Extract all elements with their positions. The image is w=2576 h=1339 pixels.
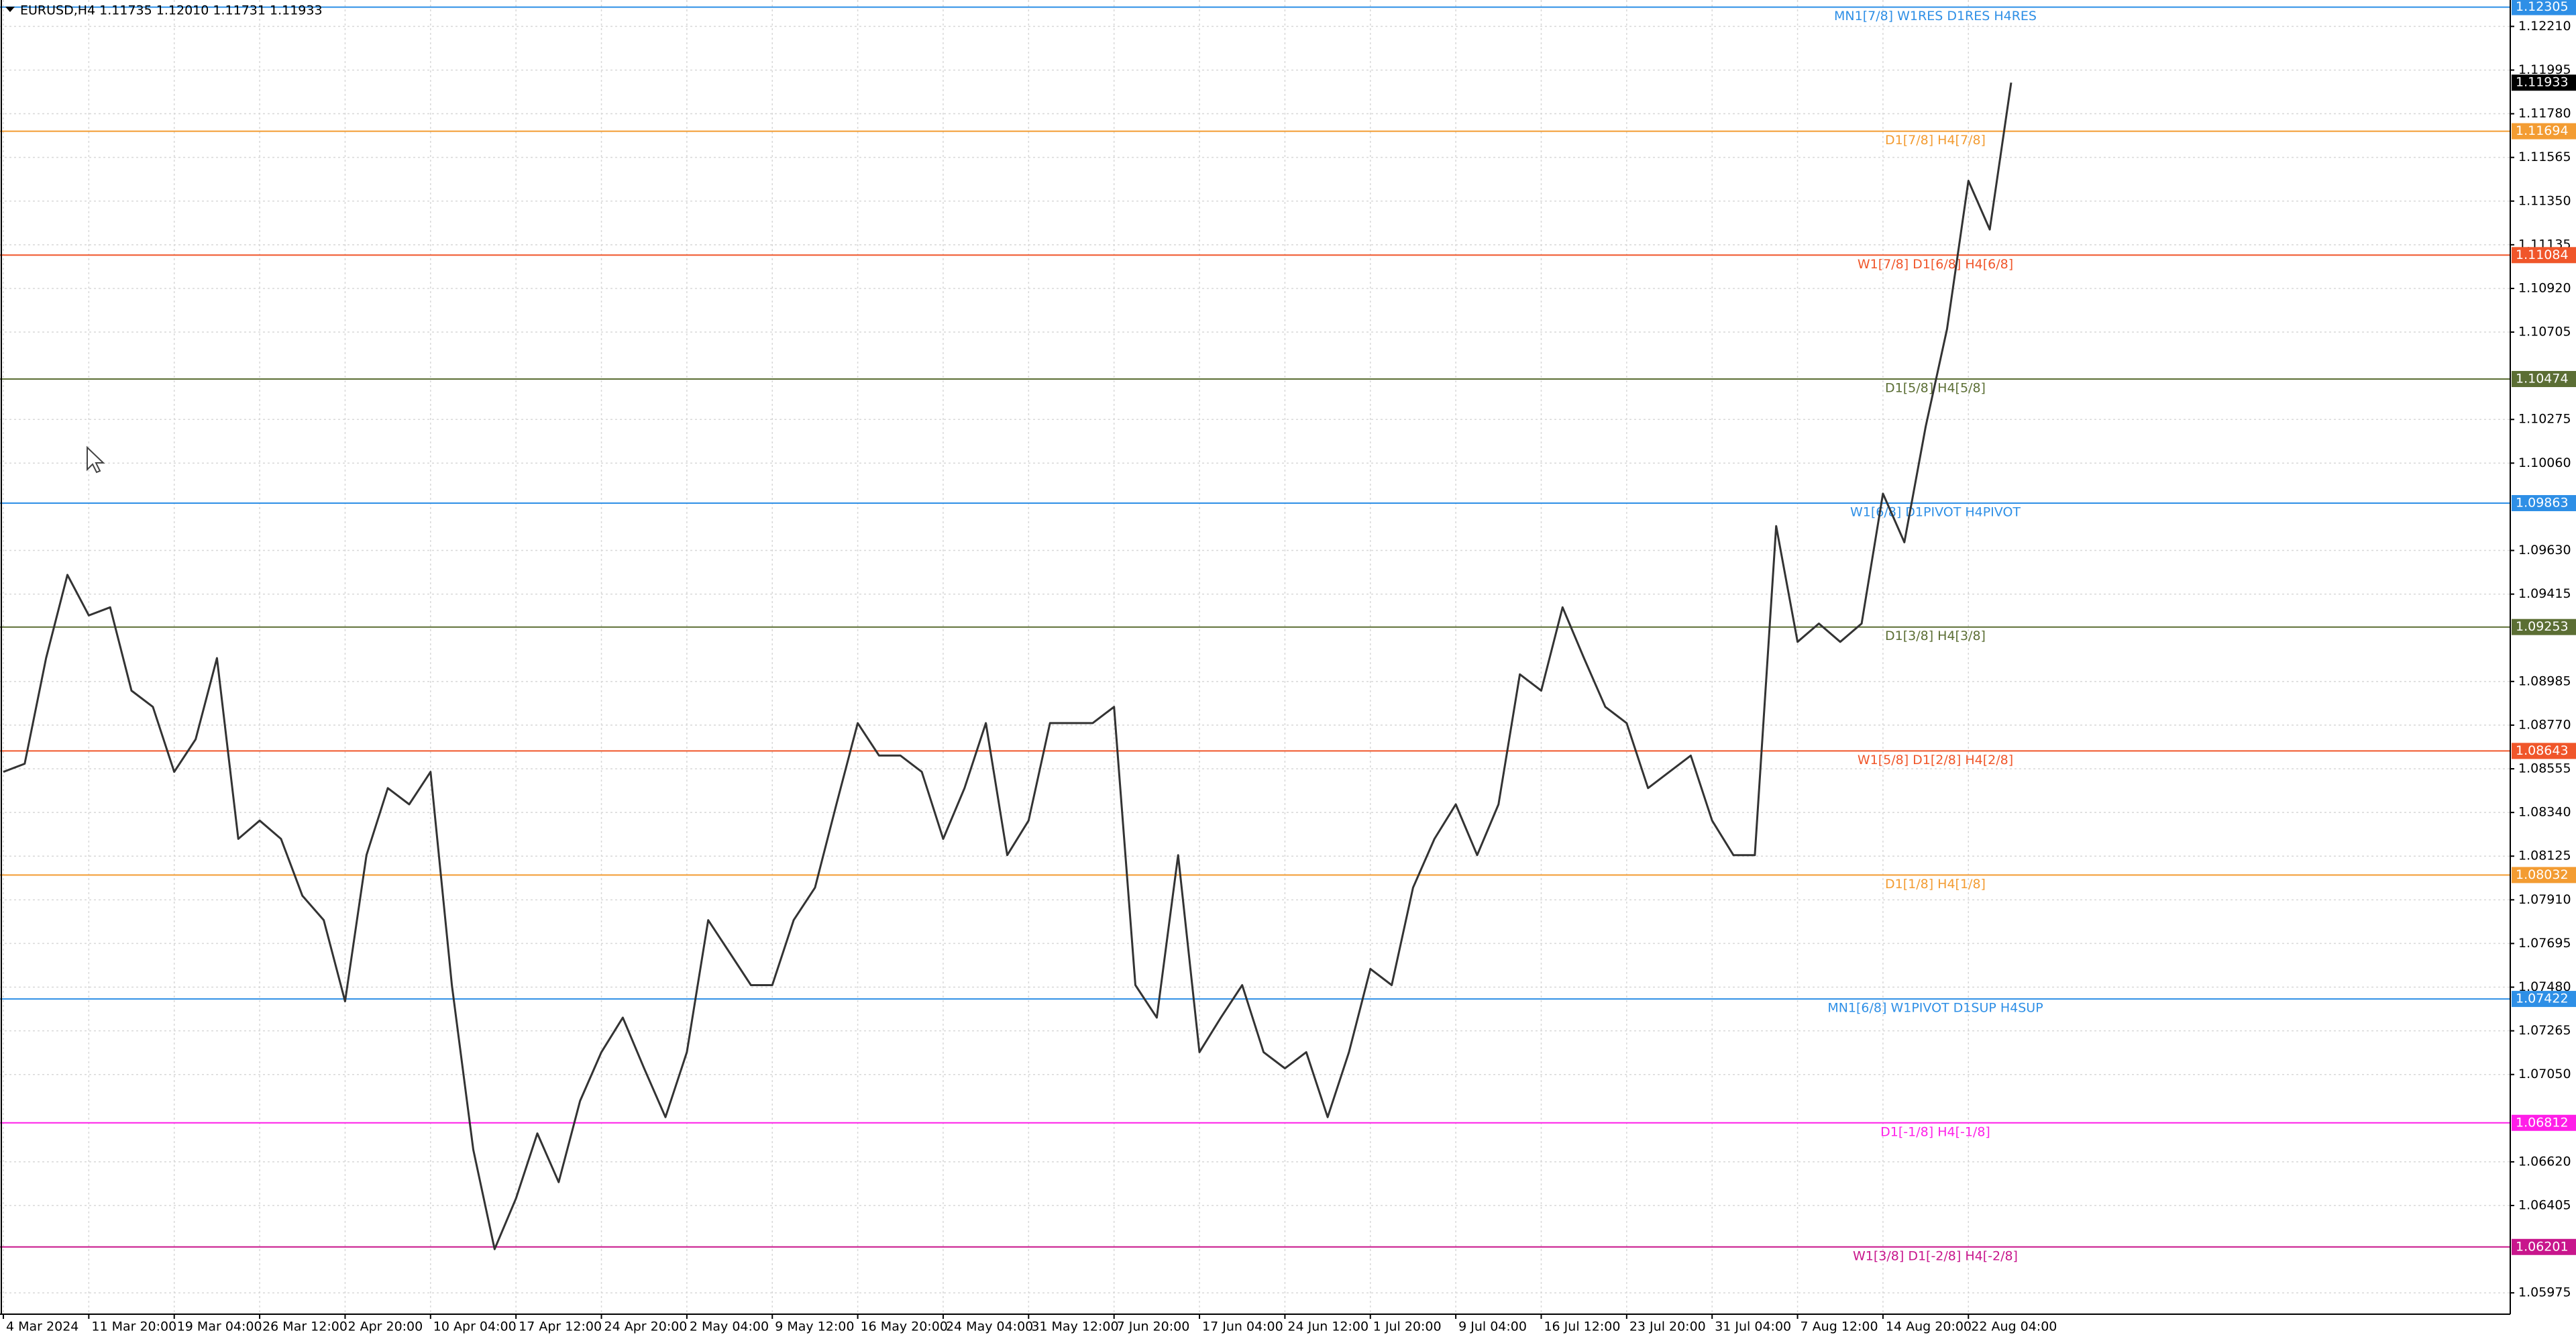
y-tick-label: 1.11995 — [2518, 62, 2571, 77]
price-tag-label: 1.06812 — [2516, 1115, 2569, 1130]
x-tick-label: 24 May 04:00 — [946, 1320, 1033, 1334]
price-tag — [2512, 991, 2576, 1008]
x-tick-label: 1 Jul 20:00 — [1373, 1320, 1442, 1334]
price-tag-label: 1.06201 — [2516, 1239, 2569, 1254]
level-label: D1[1/8] H4[1/8] — [1885, 877, 1986, 892]
x-tick-label: 17 Jun 04:00 — [1202, 1320, 1283, 1334]
axis: 1.122101.119951.117801.115651.113501.111… — [3, 0, 2576, 1334]
x-tick-label: 26 Mar 12:00 — [262, 1320, 347, 1334]
level-label: D1[-1/8] H4[-1/8] — [1880, 1124, 1990, 1139]
y-tick-label: 1.11780 — [2518, 106, 2571, 121]
price-tag-label: 1.11933 — [2516, 75, 2569, 90]
y-tick-label: 1.06620 — [2518, 1154, 2571, 1169]
y-tick-label: 1.08770 — [2518, 717, 2571, 732]
y-tick-label: 1.10275 — [2518, 412, 2571, 427]
x-tick-label: 7 Aug 12:00 — [1801, 1320, 1878, 1334]
price-tag — [2512, 743, 2576, 759]
price-tag-label: 1.09253 — [2516, 619, 2569, 634]
level-label: W1[3/8] D1[-2/8] H4[-2/8] — [1853, 1248, 2018, 1263]
price-tag-label: 1.08643 — [2516, 743, 2569, 758]
y-tick-label: 1.07050 — [2518, 1067, 2571, 1081]
price-tag-label: 1.11694 — [2516, 123, 2569, 138]
x-tick-label: 17 Apr 12:00 — [519, 1320, 602, 1334]
level-label: D1[5/8] H4[5/8] — [1885, 380, 1986, 395]
x-tick-label: 10 Apr 04:00 — [433, 1320, 517, 1334]
level-label: W1[6/8] D1PIVOT H4PIVOT — [1850, 504, 2021, 519]
price-tag-label: 1.09863 — [2516, 495, 2569, 510]
price-tag-label: 1.10474 — [2516, 371, 2569, 386]
menu-arrow[interactable] — [5, 7, 15, 12]
price-tag — [2512, 123, 2576, 140]
y-tick-label: 1.11350 — [2518, 193, 2571, 208]
y-tick-label: 1.08340 — [2518, 805, 2571, 820]
y-tick-label: 1.11565 — [2518, 150, 2571, 164]
x-tick-label: 31 May 12:00 — [1031, 1320, 1118, 1334]
y-tick-label: 1.09415 — [2518, 586, 2571, 601]
x-tick-label: 9 Jul 04:00 — [1458, 1320, 1527, 1334]
y-tick-label: 1.12210 — [2518, 19, 2571, 34]
x-tick-label: 7 Jun 20:00 — [1117, 1320, 1190, 1334]
x-tick-label: 4 Mar 2024 — [6, 1320, 78, 1334]
level-label: D1[7/8] H4[7/8] — [1885, 133, 1986, 148]
price-tag — [2512, 1114, 2576, 1131]
y-tick-label: 1.07265 — [2518, 1023, 2571, 1038]
x-tick-label: 11 Mar 20:00 — [91, 1320, 176, 1334]
y-tick-label: 1.10060 — [2518, 456, 2571, 470]
price-line — [3, 82, 2012, 1250]
y-tick-label: 1.07480 — [2518, 979, 2571, 994]
y-tick-label: 1.10705 — [2518, 325, 2571, 339]
y-tick-label: 1.07910 — [2518, 892, 2571, 907]
level-label: D1[3/8] H4[3/8] — [1885, 629, 1986, 643]
y-tick-label: 1.05975 — [2518, 1285, 2571, 1300]
x-tick-label: 19 Mar 04:00 — [177, 1320, 262, 1334]
price-tag — [2512, 247, 2576, 264]
y-tick-label: 1.07695 — [2518, 936, 2571, 951]
y-tick-label: 1.06405 — [2518, 1198, 2571, 1213]
price-tag — [2512, 619, 2576, 635]
level-label: MN1[6/8] W1PIVOT D1SUP H4SUP — [1827, 1001, 2043, 1016]
price-tag — [2512, 494, 2576, 511]
y-tick-label: 1.09630 — [2518, 543, 2571, 557]
x-tick-label: 23 Jul 20:00 — [1629, 1320, 1706, 1334]
y-tick-label: 1.08125 — [2518, 849, 2571, 863]
price-tag — [2512, 1238, 2576, 1255]
price-tag — [2512, 0, 2576, 15]
chart-title: EURUSD,H4 1.11735 1.12010 1.11731 1.1193… — [20, 3, 323, 18]
price-tag — [2512, 370, 2576, 387]
y-tick-label: 1.08985 — [2518, 674, 2571, 688]
x-tick-label: 31 Jul 04:00 — [1715, 1320, 1791, 1334]
y-tick-label: 1.10920 — [2518, 280, 2571, 295]
grid — [0, 0, 2510, 1314]
x-tick-label: 22 Aug 04:00 — [1971, 1320, 2057, 1334]
price-tag-label: 1.08032 — [2516, 867, 2569, 882]
x-tick-label: 2 Apr 20:00 — [347, 1320, 423, 1334]
x-tick-label: 9 May 12:00 — [775, 1320, 854, 1334]
x-tick-label: 14 Aug 20:00 — [1886, 1320, 1972, 1334]
x-tick-label: 2 May 04:00 — [690, 1320, 769, 1334]
price-tag — [2512, 74, 2576, 91]
price-tag-label: 1.07422 — [2516, 992, 2569, 1006]
plot — [3, 82, 2012, 1250]
level-label: MN1[7/8] W1RES D1RES H4RES — [1834, 9, 2037, 23]
level-label: W1[7/8] D1[6/8] H4[6/8] — [1858, 257, 2013, 272]
level-label: W1[5/8] D1[2/8] H4[2/8] — [1858, 753, 2013, 767]
x-tick-label: 24 Apr 20:00 — [604, 1320, 688, 1334]
x-tick-label: 16 May 20:00 — [861, 1320, 948, 1334]
y-tick-label: 1.08555 — [2518, 761, 2571, 776]
levels: MN1[7/8] W1RES D1RES H4RES D1[7/8] H4[7/8… — [0, 6, 2510, 1263]
price-tag-label: 1.11084 — [2516, 248, 2569, 262]
mouse-cursor — [87, 445, 105, 474]
price-tag-label: 1.12305 — [2516, 0, 2569, 14]
x-tick-label: 24 Jun 12:00 — [1287, 1320, 1368, 1334]
x-tick-label: 16 Jul 12:00 — [1544, 1320, 1620, 1334]
price-tag — [2512, 867, 2576, 883]
